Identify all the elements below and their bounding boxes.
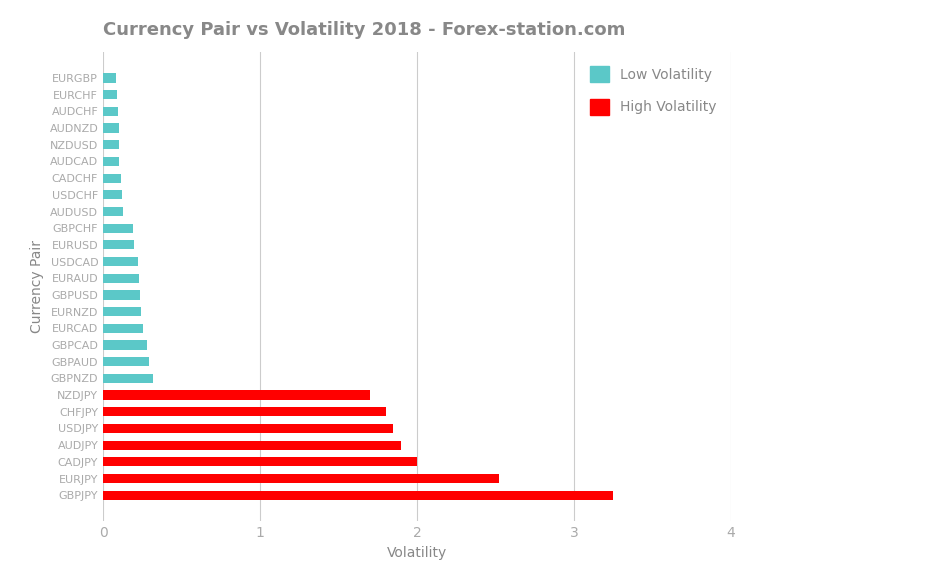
Text: Currency Pair vs Volatility 2018 - Forex-station.com: Currency Pair vs Volatility 2018 - Forex… [103,21,624,39]
Bar [103,424,393,433]
Bar [103,123,119,133]
Bar [103,90,117,99]
Bar [103,190,122,199]
Bar [103,357,149,367]
Bar [103,107,118,116]
Bar [103,140,119,149]
Bar [103,490,612,500]
Bar [103,407,386,416]
Bar [103,290,139,299]
Bar [103,74,116,83]
Bar [103,174,121,183]
Bar [103,340,147,350]
Bar [103,257,138,266]
Bar [103,223,133,233]
Bar [103,457,417,467]
Bar [103,157,119,166]
Legend: Low Volatility, High Volatility: Low Volatility, High Volatility [582,59,724,122]
Bar [103,390,370,400]
Bar [103,474,498,483]
Bar [103,274,139,283]
Bar [103,374,153,383]
Bar [103,207,124,216]
Bar [103,240,135,250]
Bar [103,324,143,333]
X-axis label: Volatility: Volatility [387,545,446,559]
Bar [103,441,401,450]
Y-axis label: Currency Pair: Currency Pair [30,240,44,333]
Bar [103,307,140,316]
